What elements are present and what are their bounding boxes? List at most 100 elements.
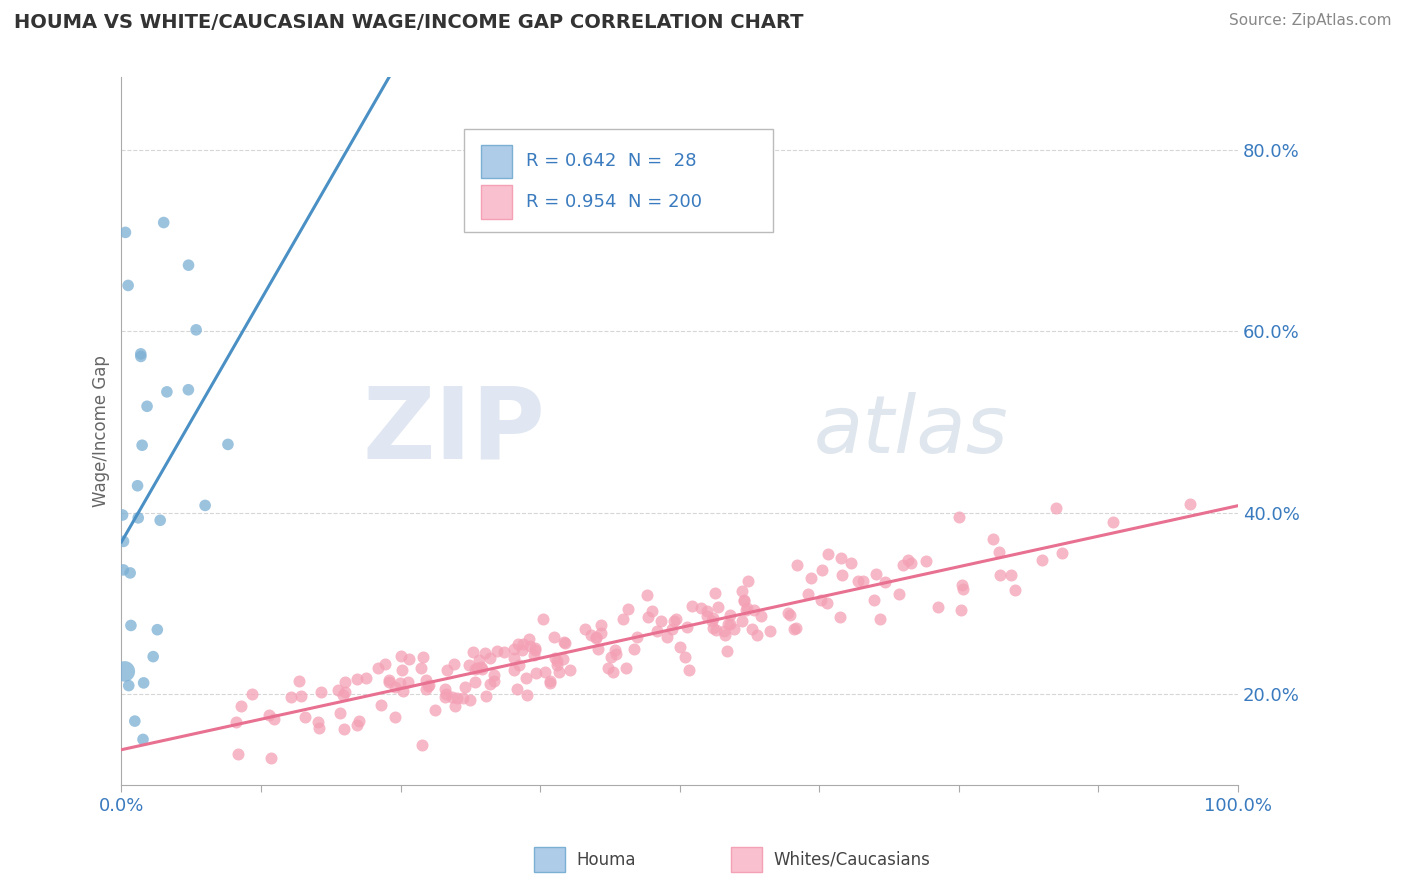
Point	[718, 608, 741, 623]
Point	[948, 510, 970, 524]
Point	[558, 663, 581, 677]
Point	[347, 714, 370, 728]
Point	[554, 636, 576, 650]
Point	[657, 630, 679, 644]
Text: atlas: atlas	[814, 392, 1008, 470]
Point	[673, 649, 696, 664]
Point	[229, 699, 252, 714]
Point	[531, 612, 554, 626]
Point	[454, 680, 477, 694]
Point	[759, 624, 782, 638]
Point	[830, 551, 852, 566]
Point	[831, 567, 853, 582]
Point	[839, 556, 862, 570]
Point	[482, 674, 505, 689]
Point	[263, 712, 285, 726]
Point	[378, 674, 401, 689]
Point	[1045, 501, 1067, 516]
Point	[333, 685, 356, 699]
Point	[374, 657, 396, 671]
Point	[779, 607, 801, 622]
Point	[589, 617, 612, 632]
Point	[124, 714, 146, 728]
Point	[900, 556, 922, 570]
Point	[503, 664, 526, 678]
Point	[1101, 515, 1123, 529]
Point	[482, 667, 505, 681]
Point	[117, 278, 139, 293]
Text: Source: ZipAtlas.com: Source: ZipAtlas.com	[1229, 13, 1392, 29]
Point	[865, 567, 887, 582]
Point	[915, 554, 938, 568]
Point	[586, 641, 609, 656]
Point	[718, 617, 741, 632]
Point	[1004, 583, 1026, 598]
Point	[346, 718, 368, 732]
Point	[523, 643, 546, 657]
Point	[329, 706, 352, 720]
Point	[585, 630, 607, 644]
Point	[889, 587, 911, 601]
Point	[111, 508, 134, 522]
Point	[553, 635, 575, 649]
Point	[553, 652, 575, 666]
Point	[645, 624, 668, 639]
Point	[411, 738, 433, 752]
Point	[515, 671, 537, 685]
Point	[546, 654, 568, 668]
Point	[731, 614, 754, 628]
Point	[524, 640, 547, 655]
Point	[785, 621, 807, 635]
Point	[335, 674, 357, 689]
Point	[614, 660, 637, 674]
Point	[737, 574, 759, 589]
Point	[129, 350, 152, 364]
Point	[506, 682, 529, 697]
Point	[346, 672, 368, 686]
Point	[623, 641, 645, 656]
Point	[714, 628, 737, 642]
Point	[696, 609, 718, 624]
Point	[127, 479, 149, 493]
Point	[444, 699, 467, 714]
Point	[492, 644, 515, 658]
Point	[465, 661, 488, 675]
Point	[749, 609, 772, 624]
Point	[416, 679, 439, 693]
Point	[370, 698, 392, 712]
Point	[378, 673, 401, 687]
Point	[486, 644, 509, 658]
Point	[810, 593, 832, 607]
Point	[114, 226, 136, 240]
Point	[596, 660, 619, 674]
Text: ZIP: ZIP	[363, 383, 546, 480]
Point	[745, 628, 768, 642]
Point	[733, 593, 755, 607]
Point	[118, 679, 141, 693]
Point	[132, 676, 155, 690]
Point	[411, 661, 433, 675]
Point	[846, 574, 869, 588]
Point	[441, 690, 464, 705]
Point	[690, 600, 713, 615]
Point	[869, 612, 891, 626]
Point	[326, 683, 349, 698]
Point	[1050, 545, 1073, 559]
Point	[543, 630, 565, 644]
Point	[412, 649, 434, 664]
Point	[470, 659, 492, 673]
Point	[177, 258, 200, 272]
Point	[398, 651, 420, 665]
Point	[475, 689, 498, 703]
Point	[717, 616, 740, 631]
Point	[778, 606, 800, 620]
Point	[716, 643, 738, 657]
Point	[510, 643, 533, 657]
Point	[603, 643, 626, 657]
Point	[461, 645, 484, 659]
Point	[1178, 497, 1201, 511]
Point	[723, 623, 745, 637]
Point	[112, 534, 135, 549]
Point	[156, 384, 179, 399]
Point	[152, 215, 174, 229]
